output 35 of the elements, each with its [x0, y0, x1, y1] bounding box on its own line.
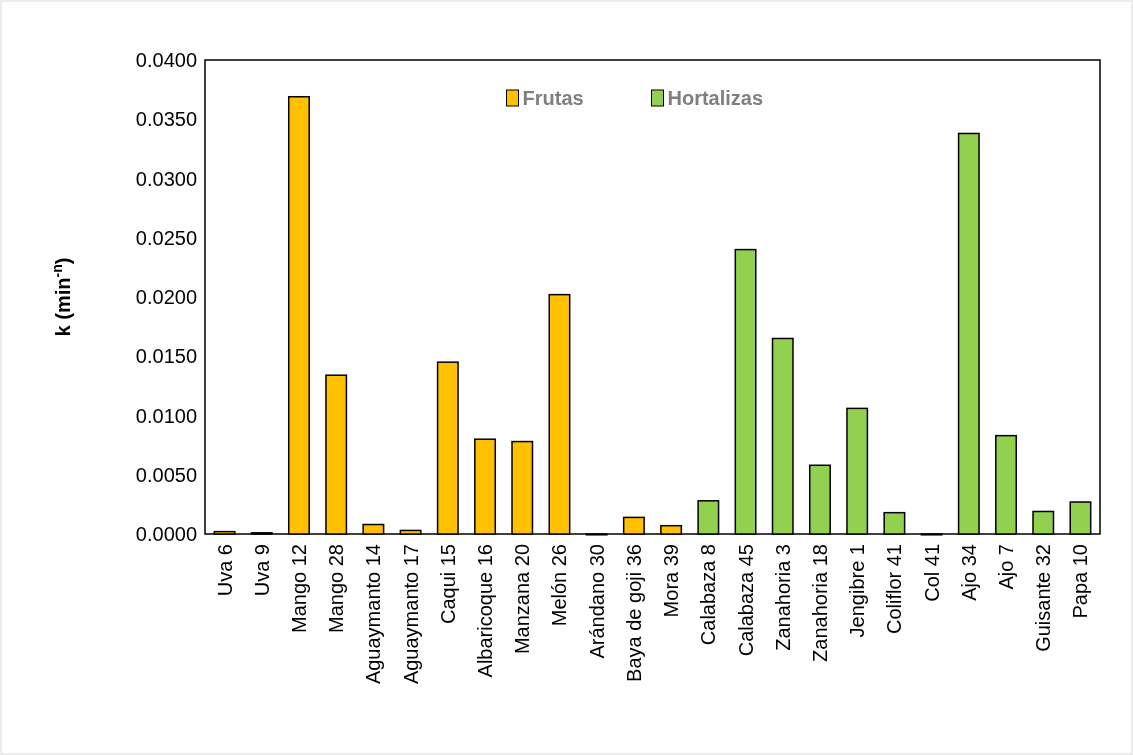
x-tick-label: Papa 10	[1069, 544, 1092, 619]
x-tick-label: Uva 6	[213, 544, 236, 597]
x-tick-label: Arándano 30	[585, 544, 608, 659]
x-tick-label: Ajo 7	[995, 544, 1018, 590]
x-tick-label: Calabaza 45	[734, 544, 757, 657]
x-tick-label: Coliflor 41	[883, 544, 906, 635]
y-tick-label: 0.0400	[135, 49, 197, 71]
x-tick-label: Melón 26	[548, 544, 571, 627]
y-tick-label: 0.0300	[135, 167, 197, 190]
legend-label: Frutas	[522, 87, 584, 109]
y-tick-label: 0.0100	[135, 404, 197, 427]
x-tick-label: Aguaymanto 17	[399, 544, 422, 685]
x-tick-label: Baya de goji 36	[622, 544, 645, 682]
x-tick-label: Mora 39	[660, 544, 683, 618]
x-tick-label: Manzana 20	[511, 544, 534, 655]
x-tick-label: Mango 28	[325, 544, 348, 633]
x-tick-label: Albaricoque 16	[474, 544, 497, 678]
x-tick-label: Aguaymanto 14	[362, 544, 385, 685]
y-tick-label: 0.0250	[135, 226, 197, 249]
y-tick-label: 0.0150	[135, 345, 197, 368]
x-tick-label: Col 41	[920, 544, 943, 602]
y-tick-label: 0.0000	[135, 523, 197, 545]
y-tick-label: 0.0350	[135, 108, 197, 131]
legend-label: Hortalizas	[667, 87, 764, 109]
x-tick-label: Caqui 15	[436, 544, 459, 625]
x-tick-label: Mango 12	[287, 544, 310, 633]
x-tick-label: Ajo 34	[957, 544, 980, 601]
x-tick-label: Jengibre 1	[846, 544, 869, 638]
y-tick-label: 0.0050	[135, 463, 197, 486]
y-tick-label: 0.0200	[135, 286, 197, 308]
x-tick-label: Guisante 32	[1032, 544, 1055, 652]
x-tick-label: Calabaza 8	[697, 544, 720, 646]
x-tick-label: Uva 9	[250, 544, 273, 597]
x-tick-label: Zanahoria 3	[771, 544, 794, 651]
x-tick-label: Zanahoria 18	[808, 544, 831, 662]
